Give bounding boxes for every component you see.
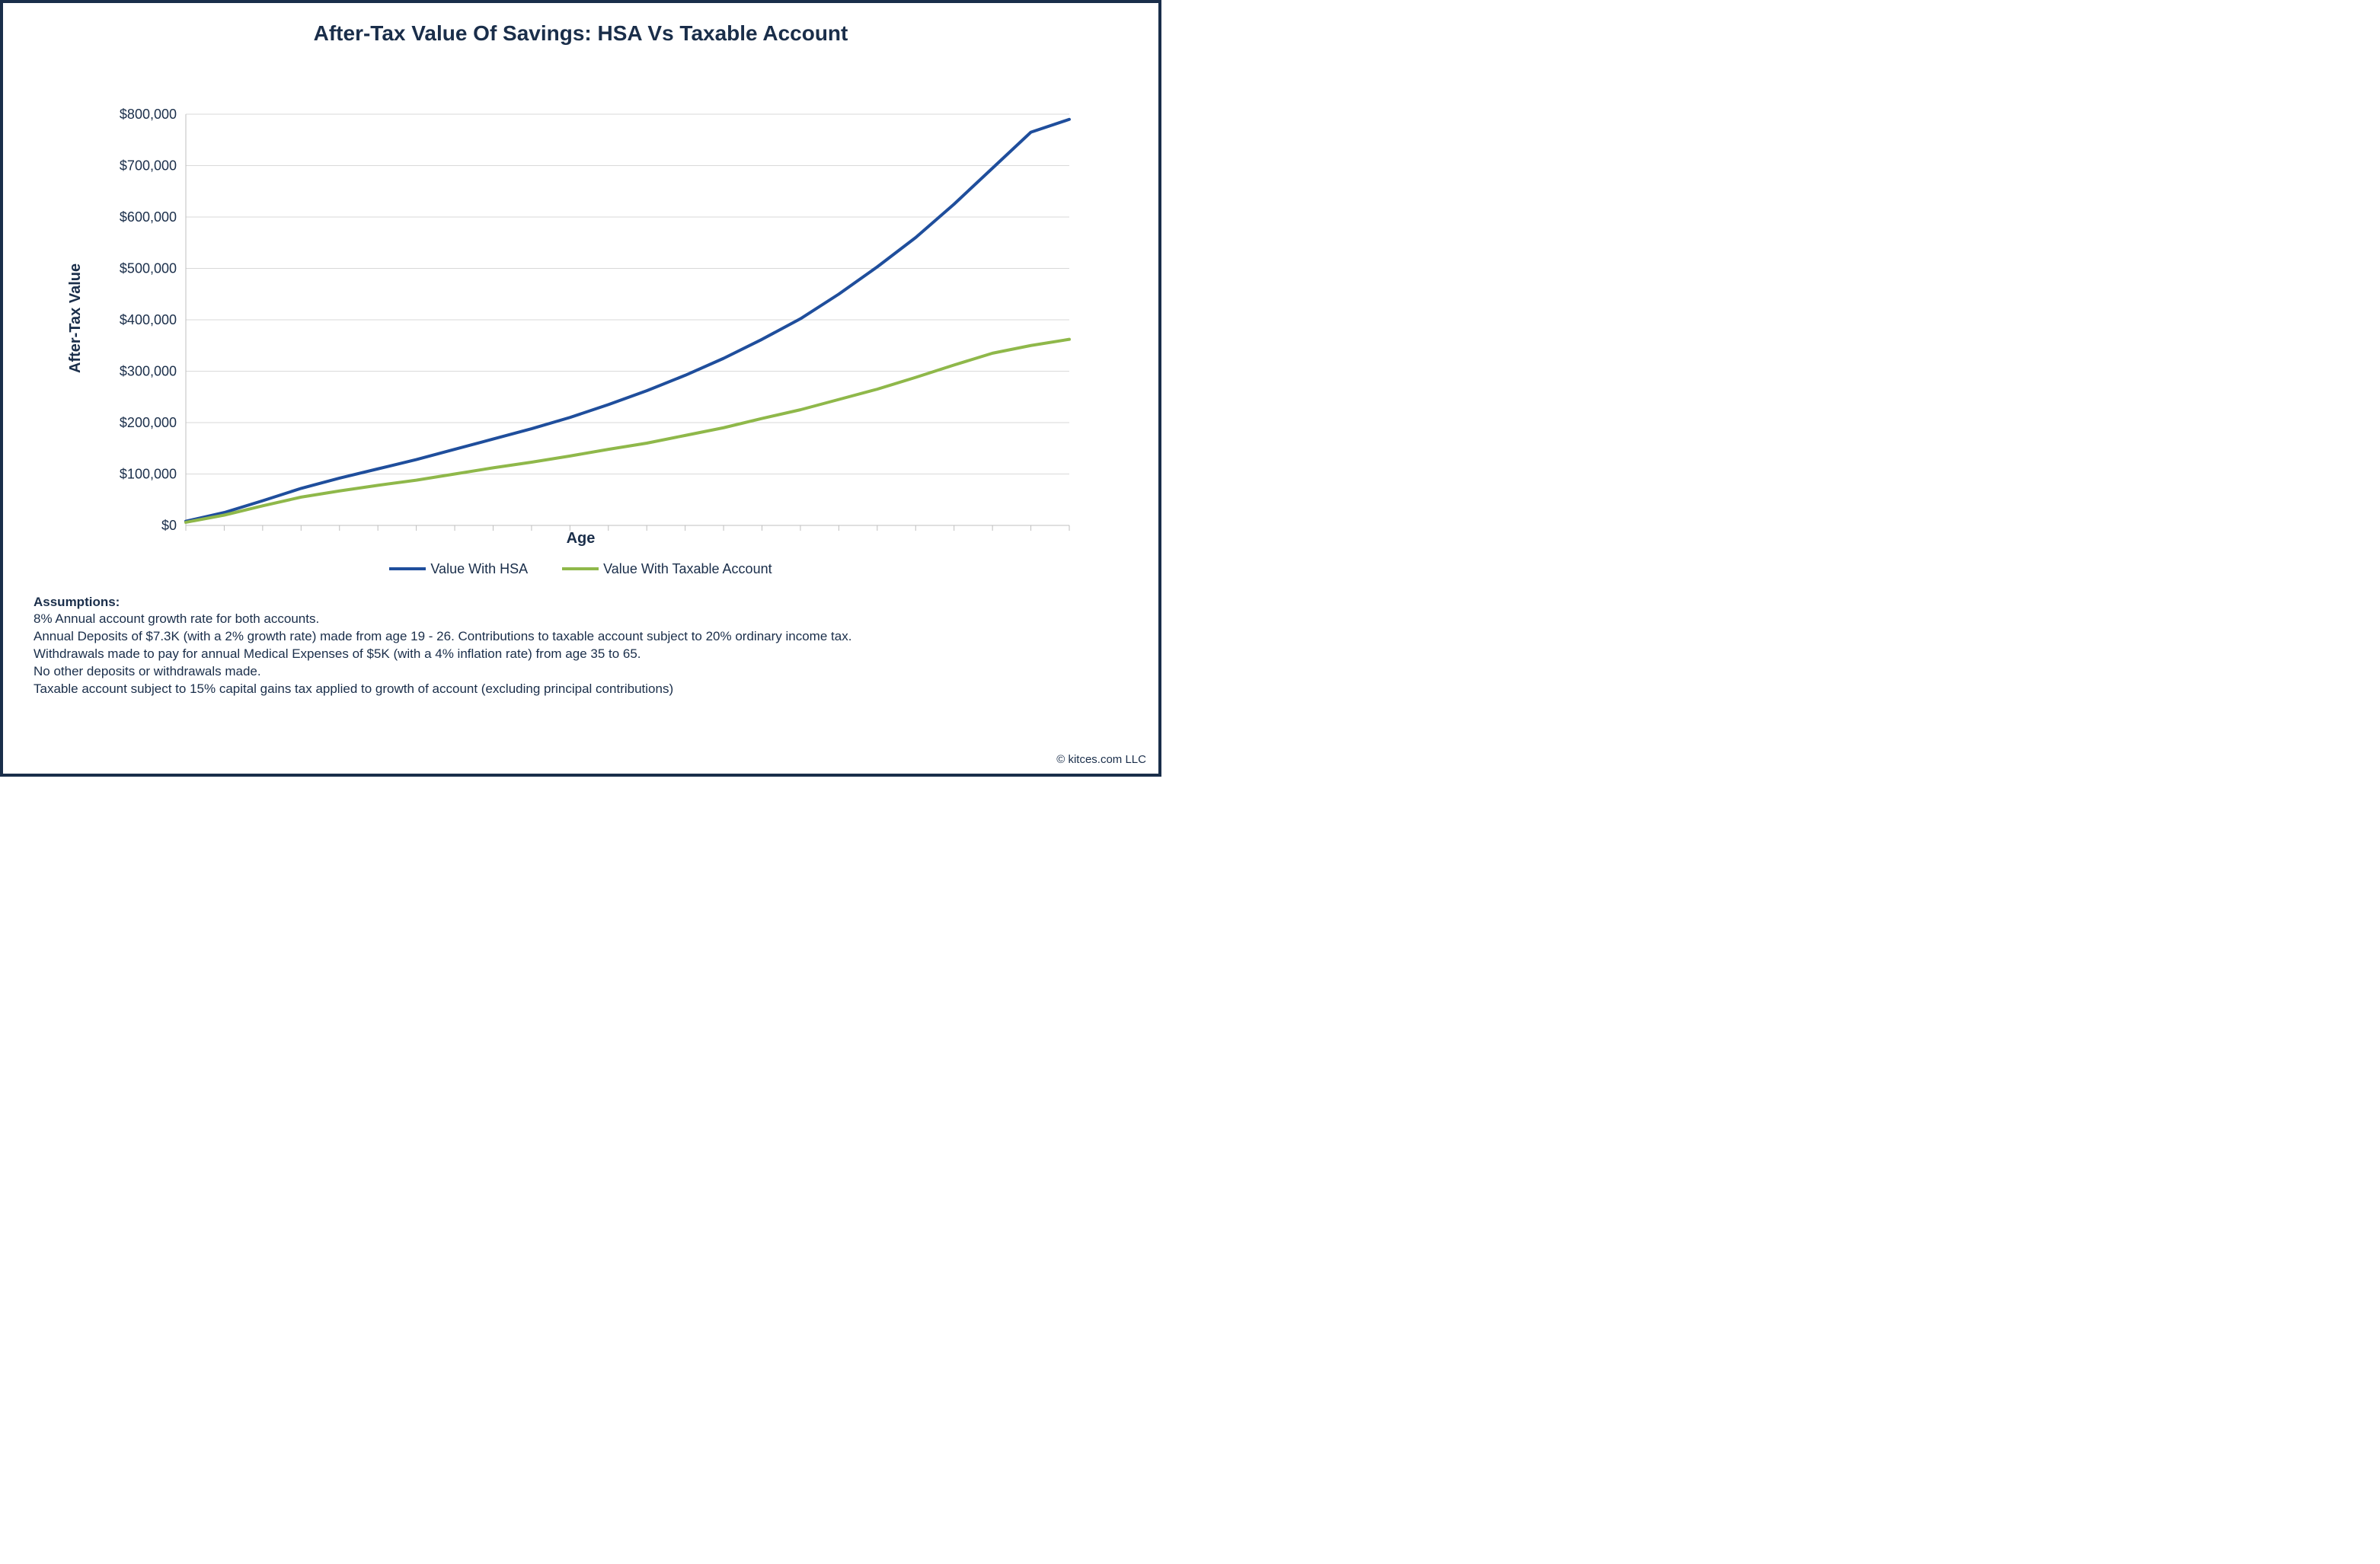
legend-label-taxable: Value With Taxable Account <box>603 561 772 577</box>
chart-svg: $0 $100,000 $200,000 $300,000 $400,000 $500,0… <box>3 46 1158 533</box>
legend-swatch-hsa <box>389 567 426 570</box>
svg-text:$600,000: $600,000 <box>120 209 177 225</box>
legend-swatch-taxable <box>562 567 599 570</box>
chart-area: After-Tax Value $0 $100,000 $200,000 $300,0… <box>3 46 1158 547</box>
assumptions-block: Assumptions: 8% Annual account growth ra… <box>3 594 1158 699</box>
legend-item-hsa: Value With HSA <box>389 561 528 577</box>
assumption-line: Taxable account subject to 15% capital g… <box>34 681 1128 698</box>
legend-label-hsa: Value With HSA <box>430 561 528 577</box>
legend: Value With HSA Value With Taxable Accoun… <box>3 558 1158 577</box>
assumptions-heading: Assumptions: <box>34 594 1128 611</box>
svg-text:$700,000: $700,000 <box>120 158 177 174</box>
svg-text:$100,000: $100,000 <box>120 467 177 482</box>
assumption-line: No other deposits or withdrawals made. <box>34 663 1128 681</box>
chart-frame: After-Tax Value Of Savings: HSA Vs Taxab… <box>0 0 1161 777</box>
svg-text:$0: $0 <box>161 518 177 533</box>
svg-text:$500,000: $500,000 <box>120 261 177 276</box>
y-axis-title: After-Tax Value <box>67 263 85 373</box>
svg-text:$800,000: $800,000 <box>120 107 177 122</box>
copyright: © kitces.com LLC <box>1056 753 1146 766</box>
svg-text:$200,000: $200,000 <box>120 415 177 430</box>
assumption-line: Withdrawals made to pay for annual Medic… <box>34 646 1128 663</box>
assumption-line: Annual Deposits of $7.3K (with a 2% grow… <box>34 628 1128 646</box>
svg-text:$400,000: $400,000 <box>120 312 177 327</box>
chart-title: After-Tax Value Of Savings: HSA Vs Taxab… <box>3 3 1158 46</box>
svg-text:$300,000: $300,000 <box>120 364 177 379</box>
assumption-line: 8% Annual account growth rate for both a… <box>34 611 1128 628</box>
legend-item-taxable: Value With Taxable Account <box>562 561 772 577</box>
